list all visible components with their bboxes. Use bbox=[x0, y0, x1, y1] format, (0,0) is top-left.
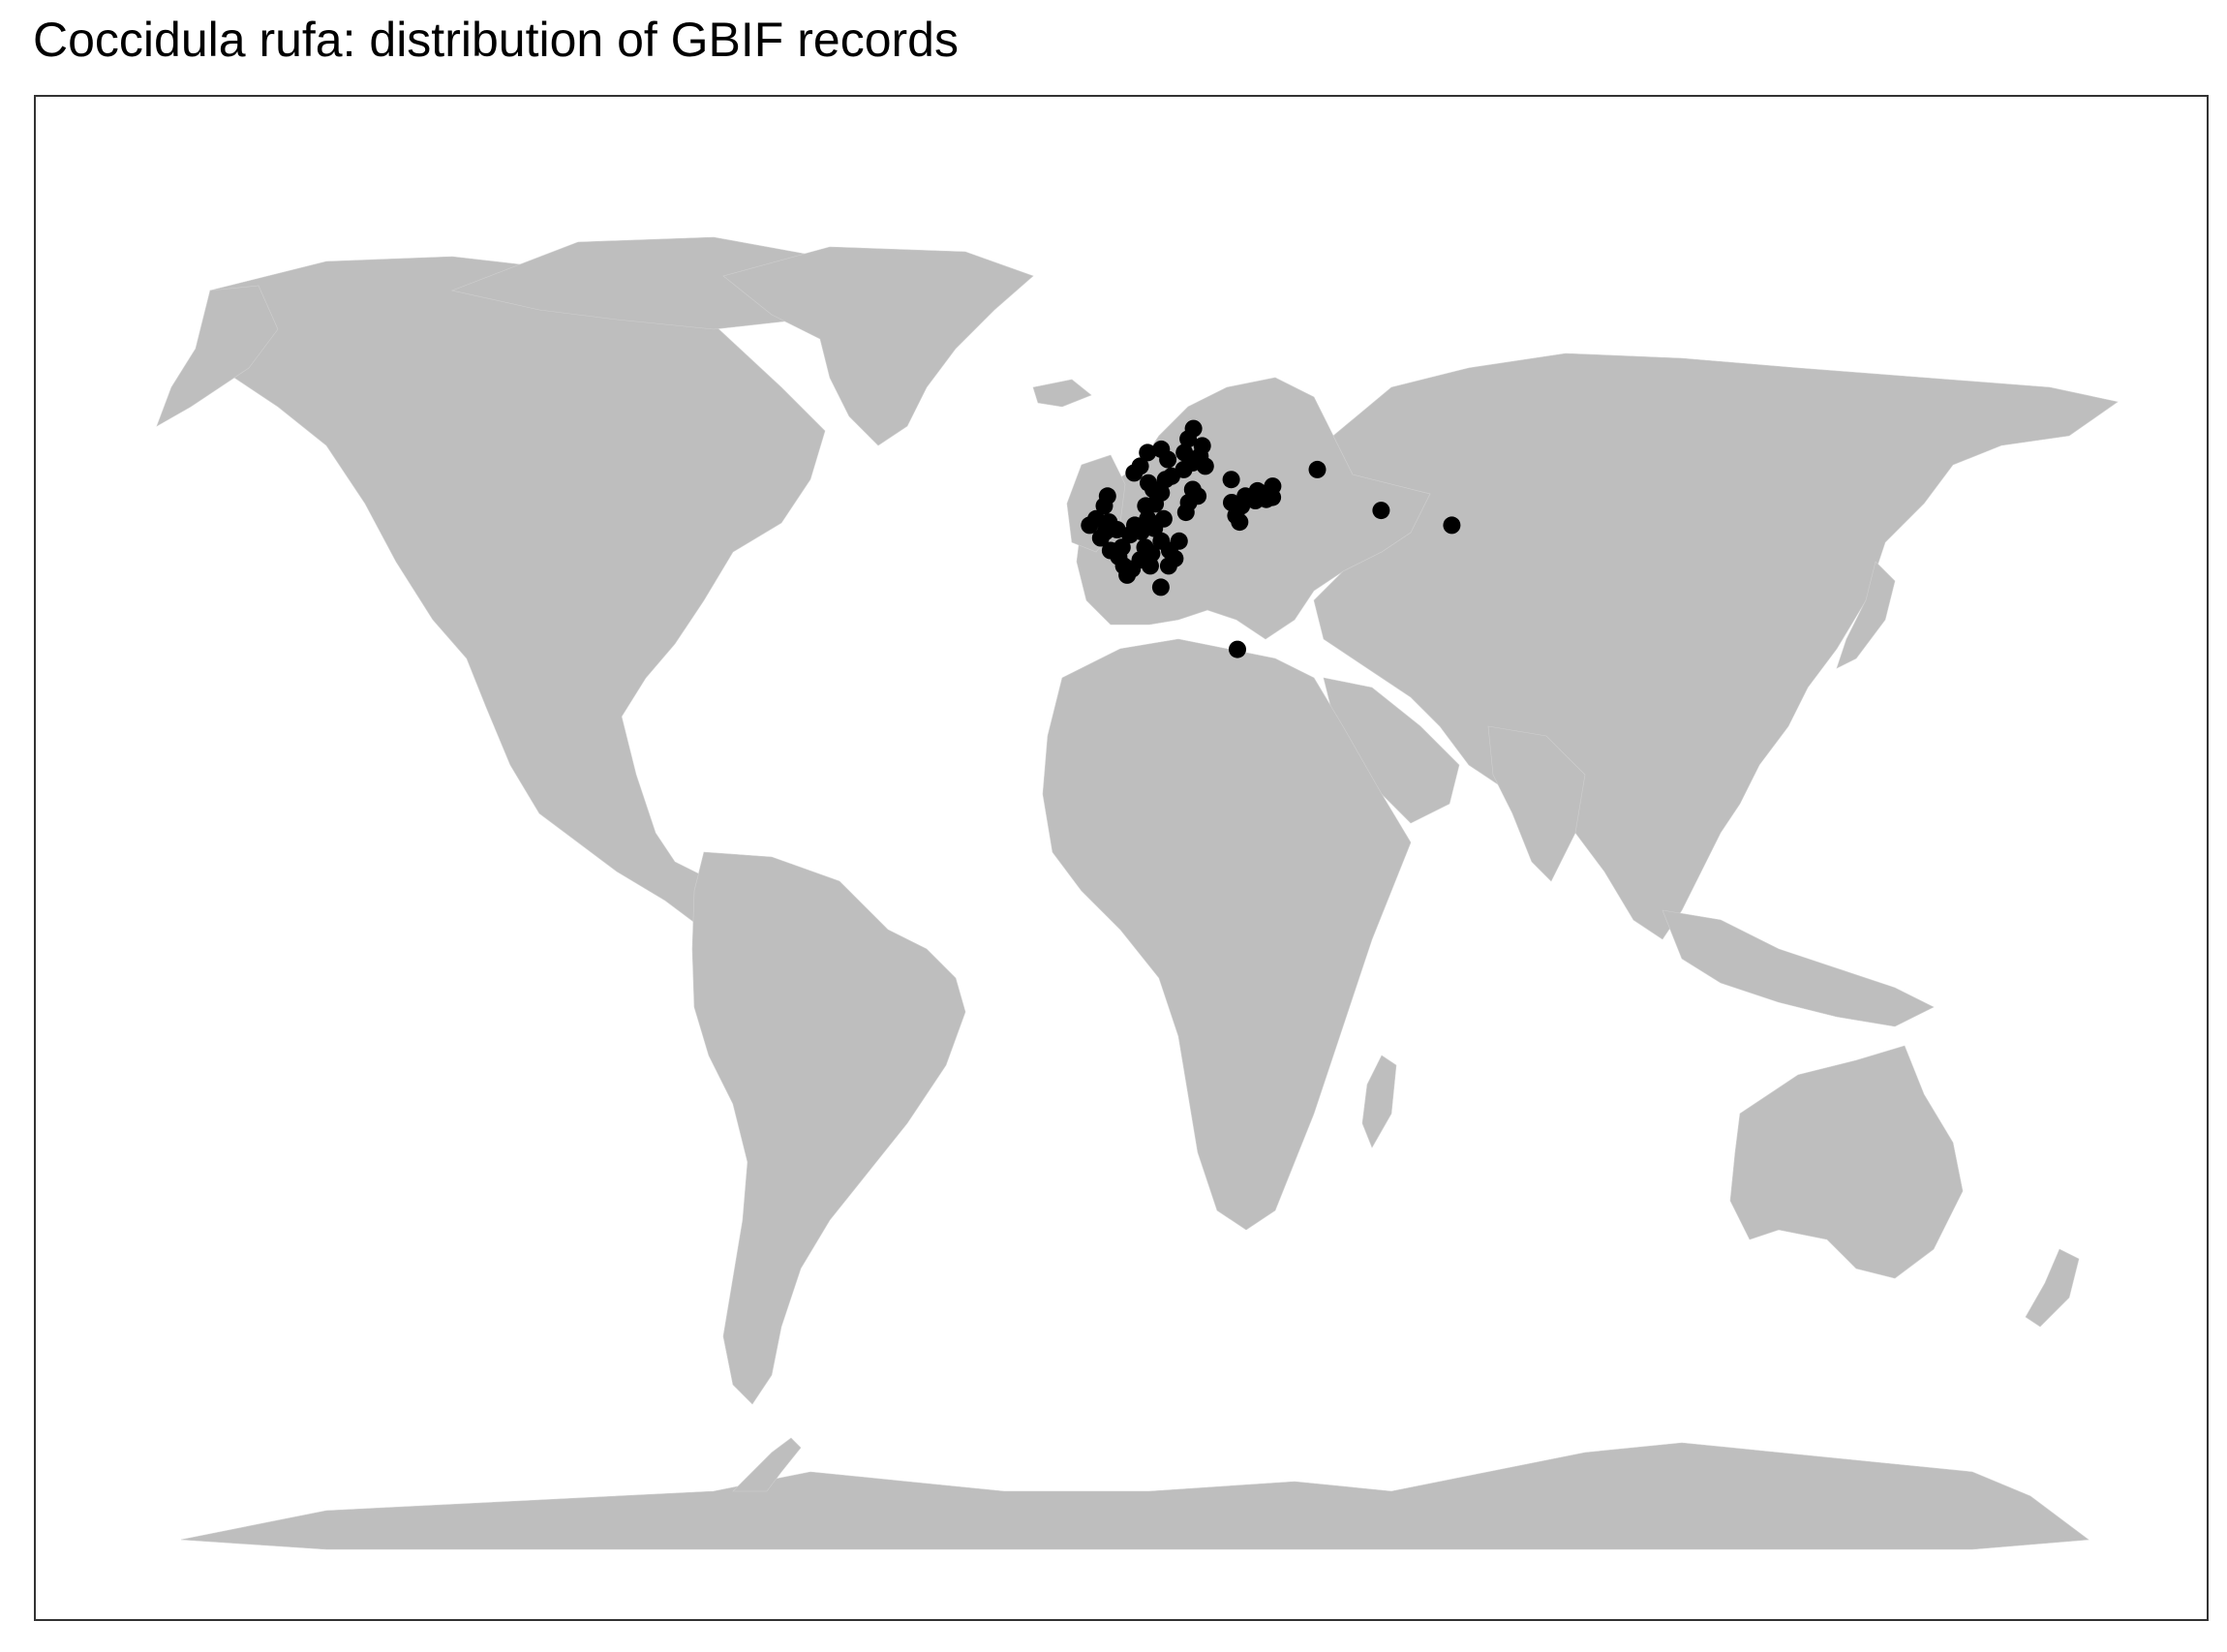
iceland bbox=[1032, 379, 1092, 408]
south-america bbox=[691, 851, 966, 1405]
occurrence-point bbox=[1081, 516, 1099, 535]
occurrence-point bbox=[1222, 471, 1240, 489]
greenland bbox=[722, 246, 1034, 446]
occurrence-point bbox=[1308, 460, 1327, 478]
occurrence-point bbox=[1170, 532, 1188, 550]
occurrence-point bbox=[1154, 509, 1173, 528]
occurrence-point bbox=[1151, 578, 1170, 597]
africa bbox=[1042, 638, 1412, 1231]
occurrence-point bbox=[1098, 487, 1116, 505]
occurrence-point bbox=[1152, 440, 1171, 458]
antarctica bbox=[180, 1442, 2090, 1550]
land-layer bbox=[156, 236, 2119, 1550]
occurrence-point bbox=[1248, 481, 1266, 500]
occurrence-point bbox=[1139, 444, 1157, 462]
world-map bbox=[156, 236, 2119, 1550]
map-panel bbox=[34, 95, 2209, 1621]
india bbox=[1487, 725, 1586, 882]
occurrence-points bbox=[1081, 419, 1461, 658]
new-zealand bbox=[2025, 1248, 2080, 1328]
occurrence-point bbox=[1372, 502, 1390, 520]
occurrence-point bbox=[1196, 457, 1214, 475]
australia bbox=[1729, 1045, 1964, 1279]
occurrence-point bbox=[1142, 557, 1159, 575]
southeast-asia-islands bbox=[1662, 909, 1935, 1027]
asia bbox=[1313, 352, 2119, 940]
occurrence-point bbox=[1443, 516, 1461, 535]
occurrence-point bbox=[1193, 437, 1211, 455]
alaska bbox=[156, 285, 279, 427]
occurrence-point bbox=[1229, 640, 1246, 658]
occurrence-point bbox=[1113, 538, 1131, 557]
occurrence-point bbox=[1152, 483, 1171, 502]
occurrence-point bbox=[1264, 477, 1282, 496]
map-title: Coccidula rufa: distribution of GBIF rec… bbox=[33, 13, 959, 67]
occurrence-point bbox=[1176, 504, 1195, 522]
occurrence-point bbox=[1231, 513, 1249, 532]
occurrence-point bbox=[1159, 557, 1177, 575]
japan bbox=[1836, 561, 1896, 669]
madagascar bbox=[1361, 1055, 1397, 1148]
north-america bbox=[204, 256, 869, 950]
antarctic-peninsula bbox=[732, 1437, 802, 1492]
occurrence-point bbox=[1175, 444, 1194, 462]
occurrence-point bbox=[1125, 464, 1144, 482]
occurrence-point bbox=[1184, 419, 1203, 438]
